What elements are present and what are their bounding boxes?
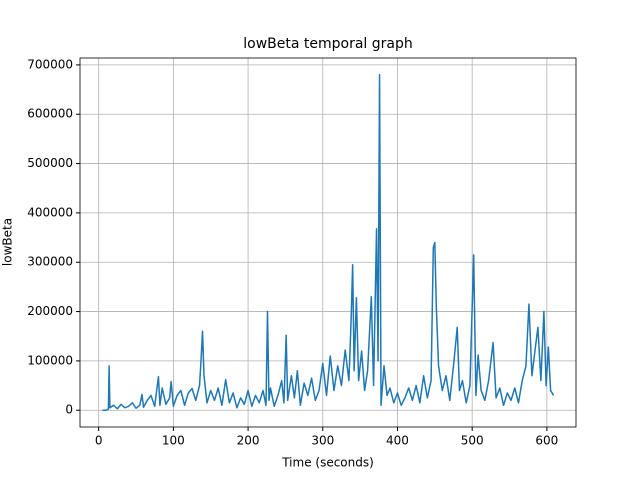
y-tick-label: 300000 [27,255,73,269]
y-tick-label: 400000 [27,205,73,219]
y-tick-label: 500000 [27,156,73,170]
x-tick-label: 300 [311,434,334,448]
y-tick-label: 200000 [27,304,73,318]
x-tick-label: 0 [95,434,103,448]
x-tick-label: 400 [386,434,409,448]
plot-frame [79,57,577,428]
y-tick-label: 100000 [27,353,73,367]
x-tick-label: 600 [535,434,558,448]
chart-title: lowBeta temporal graph [243,36,413,52]
y-tick-label: 700000 [27,57,73,71]
data-line [102,74,555,411]
y-tick-label: 0 [65,403,73,417]
y-tick-label: 600000 [27,107,73,121]
x-tick-label: 500 [461,434,484,448]
x-axis-label: Time (seconds) [281,456,374,470]
x-tick-label: 200 [237,434,260,448]
y-axis-label: lowBeta [1,218,15,266]
x-tick-label: 100 [162,434,185,448]
